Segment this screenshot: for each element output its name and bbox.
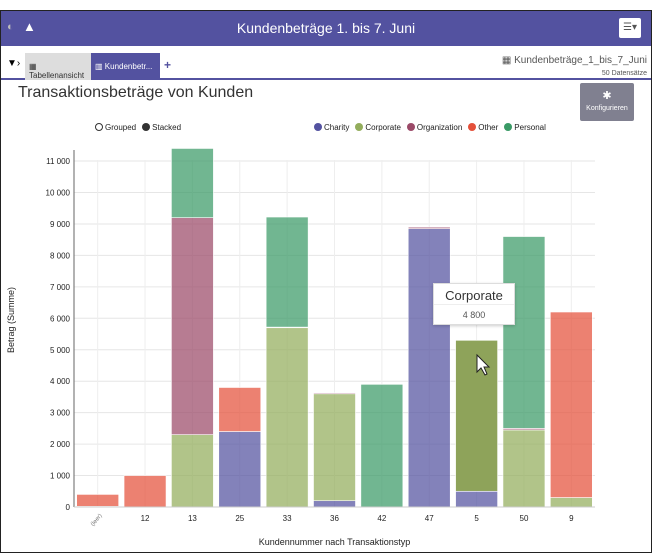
bar-segment-corporate: [502, 429, 546, 508]
bar-segment-organization: [407, 226, 451, 229]
x-tick-label: 42: [377, 514, 386, 523]
filter-icon[interactable]: ▼›: [7, 58, 21, 69]
logo-icon: ▲: [23, 19, 36, 34]
y-tick-label: 11 000: [46, 157, 70, 166]
x-tick-label: (leer): [90, 513, 104, 528]
tab-label: Tabellenansicht: [29, 71, 85, 80]
tooltip-value: 4 800: [462, 310, 486, 320]
dataset-name[interactable]: Kundenbeträge_1_bis_7_Juni: [514, 55, 647, 66]
tab-label: Kundenbetr...: [104, 62, 153, 71]
bar-segment-personal: [171, 148, 214, 218]
bar-segment-personal: [360, 384, 404, 508]
tab-bar: ▼› ▦ Tabellenansicht ▥ Kundenbetr... + ▦…: [1, 46, 651, 80]
configure-button[interactable]: ✱ Konfigurieren: [580, 83, 634, 121]
y-tick-label: 4 000: [50, 377, 71, 386]
y-tick-label: 3 000: [50, 409, 71, 418]
legend-item[interactable]: Personal: [504, 123, 546, 132]
tab-chart[interactable]: ▥ Kundenbetr...: [91, 53, 160, 80]
x-tick-label: 33: [283, 514, 292, 523]
y-tick-label: 6 000: [50, 314, 71, 323]
bar-segment-organization: [313, 392, 356, 395]
grid-icon: ▦: [501, 55, 515, 66]
top-bar: ◐ ▲ Kundenbeträge 1. bis 7. Juni ☰▾: [1, 11, 651, 46]
mode-toggle: Grouped Stacked: [95, 123, 181, 132]
bar-segment-corporate: [265, 327, 309, 508]
window-title: Kundenbeträge 1. bis 7. Juni: [236, 20, 416, 36]
bar-segment-corporate: [313, 393, 356, 502]
bar-segment-other: [123, 475, 167, 508]
x-tick-label: 9: [569, 514, 574, 523]
bar-segment-personal: [265, 216, 309, 328]
bar-segment-other: [76, 494, 119, 507]
record-count: 50 Datensätze: [601, 70, 647, 77]
x-tick-label: 13: [188, 514, 197, 523]
y-tick-label: 8 000: [50, 251, 71, 260]
y-axis-label: Betrag (Summe): [6, 287, 16, 353]
mode-grouped[interactable]: Grouped: [95, 123, 136, 132]
y-tick-label: 1 000: [50, 472, 71, 481]
x-tick-label: 25: [235, 514, 244, 523]
x-axis-label: Kundennummer nach Transaktionstyp: [259, 537, 411, 547]
bar-segment-corporate: [455, 340, 498, 492]
bar-segment-other: [550, 311, 593, 498]
y-tick-label: 9 000: [50, 220, 71, 229]
bar-segment-charity: [313, 500, 356, 508]
bar-segment-charity: [218, 431, 262, 508]
tooltip-title: Corporate: [434, 284, 514, 305]
dataset-info: ▦ Kundenbeträge_1_bis_7_Juni 50 Datensätz…: [502, 55, 647, 77]
table-icon: ▦: [29, 62, 37, 71]
legend-item[interactable]: Other: [468, 123, 498, 132]
x-tick-label: 12: [141, 514, 150, 523]
add-tab-button[interactable]: +: [164, 58, 172, 72]
gear-icon: ✱: [602, 90, 612, 102]
chart-icon: ▥: [95, 62, 105, 71]
tooltip: Corporate 4 800: [433, 283, 515, 325]
y-tick-label: 10 000: [46, 189, 71, 198]
x-tick-label: 5: [474, 514, 479, 523]
hamburger-menu-button[interactable]: ☰▾: [619, 18, 641, 38]
bar-segment-corporate: [550, 497, 593, 508]
configure-label: Konfigurieren: [586, 105, 628, 112]
bar-segment-charity: [407, 228, 451, 508]
bar-segment-corporate: [171, 434, 214, 508]
legend-item[interactable]: Corporate: [355, 123, 401, 132]
mode-stacked[interactable]: Stacked: [142, 123, 181, 132]
legend-item[interactable]: Organization: [406, 123, 462, 132]
y-tick-label: 2 000: [50, 440, 71, 449]
chart-title: Transaktionsbeträge von Kunden: [18, 84, 254, 101]
legend-item[interactable]: Charity: [314, 123, 349, 132]
y-tick-label: 5 000: [50, 346, 71, 355]
bar-segment-charity: [455, 490, 498, 508]
x-tick-label: 36: [330, 514, 339, 523]
bar-segment-other: [218, 387, 262, 432]
back-icon[interactable]: ◐: [7, 21, 14, 33]
bar-segment-organization: [171, 217, 214, 435]
y-tick-label: 0: [66, 503, 71, 512]
x-tick-label: 47: [425, 514, 434, 523]
bar-segment-personal: [502, 236, 546, 429]
legend: Charity Corporate Organization Other Persona…: [314, 123, 546, 132]
tab-table-view[interactable]: ▦ Tabellenansicht: [25, 53, 91, 80]
y-tick-label: 7 000: [50, 283, 71, 292]
x-tick-label: 50: [520, 514, 529, 523]
